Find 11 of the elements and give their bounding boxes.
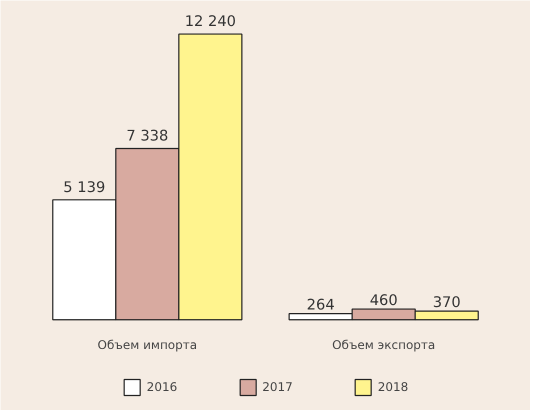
legend-label: 2016	[146, 380, 178, 394]
legend-label: 2018	[378, 380, 408, 394]
x-tick-label: Объем импорта	[98, 338, 198, 352]
x-tick-label: Объем экспорта	[332, 338, 436, 352]
legend-label: 2017	[262, 380, 293, 394]
data-label: 370	[432, 294, 461, 312]
data-label: 264	[306, 296, 335, 314]
data-label: 460	[370, 292, 398, 310]
data-label: 7 338	[126, 127, 168, 144]
data-label: 12 240	[184, 13, 236, 30]
data-label: 5 139	[63, 178, 106, 196]
